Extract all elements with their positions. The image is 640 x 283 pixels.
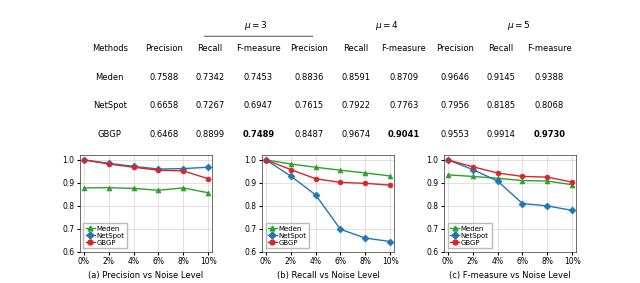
Meden xyxy=(262,158,269,162)
GBGP xyxy=(493,171,501,175)
Meden xyxy=(493,177,501,180)
NetSpot xyxy=(179,167,187,170)
Text: $\mu = 4$: $\mu = 4$ xyxy=(376,20,399,33)
GBGP xyxy=(362,182,369,185)
GBGP xyxy=(105,162,113,166)
Meden xyxy=(312,166,319,169)
NetSpot xyxy=(262,158,269,162)
GBGP xyxy=(130,166,138,169)
GBGP xyxy=(387,183,394,187)
NetSpot xyxy=(130,165,138,168)
NetSpot xyxy=(155,167,163,171)
Meden xyxy=(130,187,138,190)
Line: NetSpot: NetSpot xyxy=(445,157,575,213)
GBGP xyxy=(204,177,212,181)
Text: $\mu = 3$: $\mu = 3$ xyxy=(244,20,268,33)
X-axis label: (b) Recall vs Noise Level: (b) Recall vs Noise Level xyxy=(276,271,380,280)
NetSpot xyxy=(518,202,526,205)
Meden xyxy=(362,171,369,175)
X-axis label: (c) F-measure vs Noise Level: (c) F-measure vs Noise Level xyxy=(449,271,571,280)
NetSpot xyxy=(568,209,576,212)
GBGP xyxy=(287,168,294,171)
Meden xyxy=(337,168,344,172)
NetSpot xyxy=(444,158,452,162)
NetSpot xyxy=(469,168,477,171)
Text: $\mu = 5$: $\mu = 5$ xyxy=(507,20,531,33)
NetSpot xyxy=(337,228,344,231)
Meden xyxy=(568,183,576,186)
GBGP xyxy=(568,181,576,184)
GBGP xyxy=(179,169,187,173)
Line: NetSpot: NetSpot xyxy=(263,157,393,244)
Line: NetSpot: NetSpot xyxy=(81,157,211,171)
Meden xyxy=(204,191,212,194)
NetSpot xyxy=(80,158,88,162)
GBGP xyxy=(444,158,452,162)
NetSpot xyxy=(387,240,394,243)
Meden xyxy=(444,173,452,177)
NetSpot xyxy=(105,162,113,165)
GBGP xyxy=(469,165,477,168)
Line: Meden: Meden xyxy=(263,157,393,178)
Meden xyxy=(287,162,294,166)
Line: Meden: Meden xyxy=(81,185,211,195)
Meden xyxy=(469,175,477,178)
X-axis label: (a) Precision vs Noise Level: (a) Precision vs Noise Level xyxy=(88,271,204,280)
GBGP xyxy=(337,181,344,184)
NetSpot xyxy=(204,166,212,169)
GBGP xyxy=(155,168,163,172)
NetSpot xyxy=(362,236,369,240)
NetSpot xyxy=(312,193,319,196)
GBGP xyxy=(312,177,319,181)
Meden xyxy=(543,179,551,183)
Legend: Meden, NetSpot, GBGP: Meden, NetSpot, GBGP xyxy=(266,223,310,248)
Meden xyxy=(518,179,526,182)
Legend: Meden, NetSpot, GBGP: Meden, NetSpot, GBGP xyxy=(83,223,127,248)
NetSpot xyxy=(543,204,551,207)
Meden xyxy=(179,186,187,190)
GBGP xyxy=(543,175,551,179)
Line: GBGP: GBGP xyxy=(81,157,211,181)
NetSpot xyxy=(287,174,294,178)
GBGP xyxy=(262,158,269,162)
Line: GBGP: GBGP xyxy=(263,157,393,188)
Meden xyxy=(80,186,88,190)
Legend: Meden, NetSpot, GBGP: Meden, NetSpot, GBGP xyxy=(447,223,492,248)
NetSpot xyxy=(493,179,501,183)
Line: GBGP: GBGP xyxy=(445,157,575,185)
GBGP xyxy=(80,158,88,162)
Meden xyxy=(155,188,163,192)
Meden xyxy=(105,186,113,189)
Line: Meden: Meden xyxy=(445,172,575,187)
GBGP xyxy=(518,175,526,178)
Meden xyxy=(387,174,394,178)
